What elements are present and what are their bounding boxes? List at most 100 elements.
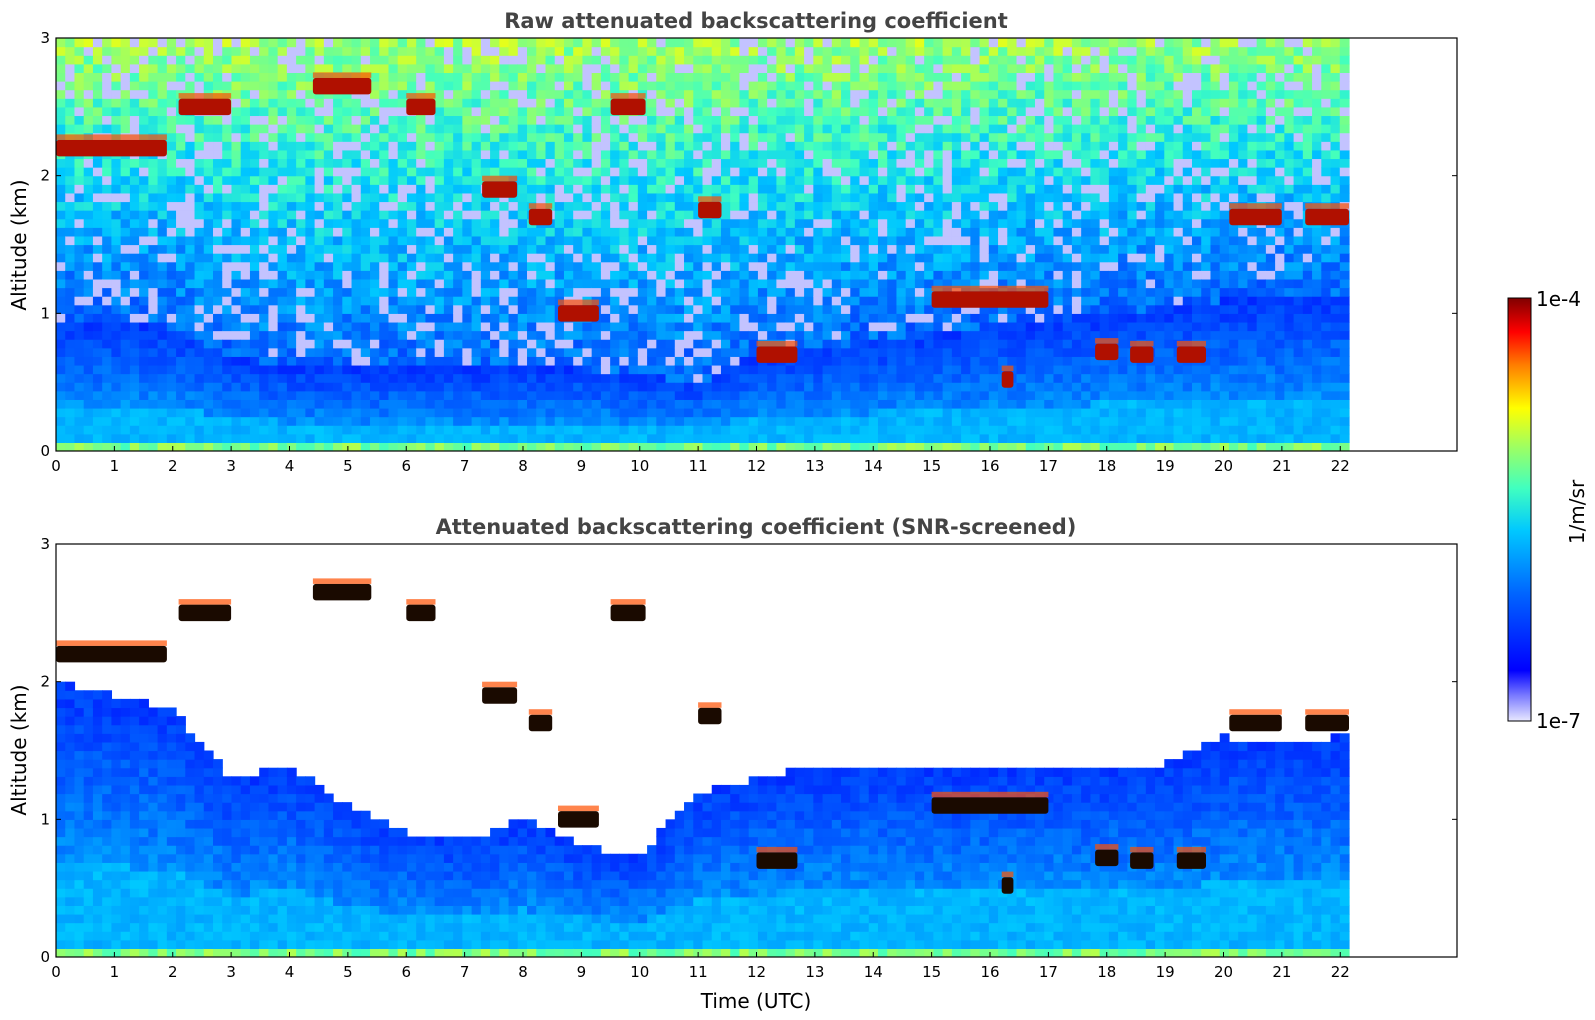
heatmap-cell — [841, 347, 851, 357]
heatmap-cell — [323, 253, 334, 263]
heatmap-cell — [148, 106, 159, 117]
heatmap-cell — [841, 433, 851, 443]
heatmap-cell — [305, 390, 316, 400]
heatmap-cell — [563, 218, 574, 228]
heatmap-cell — [314, 330, 325, 340]
heatmap-cell — [942, 425, 953, 435]
heatmap-cell — [739, 253, 750, 263]
heatmap-cell — [591, 270, 602, 280]
heatmap-cell — [203, 132, 214, 142]
heatmap-cell — [406, 72, 417, 82]
heatmap-cell — [776, 124, 787, 134]
heatmap-cell — [905, 287, 916, 297]
heatmap-cell — [600, 115, 611, 125]
heatmap-cell — [868, 270, 879, 280]
heatmap-cell — [794, 124, 805, 134]
heatmap-cell — [748, 425, 759, 435]
heatmap-cell — [720, 167, 731, 177]
heatmap-cell — [804, 149, 814, 160]
heatmap-cell — [83, 89, 94, 99]
heatmap-cell — [360, 339, 371, 349]
heatmap-cell — [813, 132, 824, 142]
heatmap-cell — [185, 132, 196, 142]
heatmap-cell — [693, 244, 704, 254]
heatmap-cell — [767, 175, 777, 185]
heatmap-cell — [490, 253, 500, 263]
heatmap-cell — [194, 330, 205, 340]
heatmap-cell — [573, 373, 584, 383]
heatmap-cell — [794, 184, 805, 194]
heatmap-cell — [286, 218, 297, 228]
heatmap-cell — [970, 158, 981, 168]
heatmap-cell — [1007, 218, 1018, 228]
heatmap-cell — [333, 304, 343, 314]
heatmap-cell — [702, 373, 713, 383]
heatmap-cell — [176, 244, 186, 254]
heatmap-cell — [157, 373, 168, 383]
heatmap-cell — [859, 63, 870, 74]
heatmap-cell — [527, 321, 537, 332]
heatmap-cell — [545, 244, 556, 254]
heatmap-cell — [748, 296, 759, 306]
heatmap-cell — [527, 38, 537, 48]
heatmap-cell — [702, 149, 713, 160]
heatmap-cell — [942, 356, 953, 366]
heatmap-cell — [942, 373, 953, 383]
heatmap-cell — [342, 218, 353, 228]
heatmap-cell — [490, 106, 500, 117]
heatmap-cell — [656, 55, 667, 65]
heatmap-cell — [471, 296, 482, 306]
heatmap-cell — [693, 235, 704, 246]
heatmap-cell — [490, 382, 500, 392]
heatmap-cell — [397, 373, 408, 383]
heatmap-cell — [877, 81, 888, 91]
heatmap-cell — [92, 321, 103, 332]
heatmap-cell — [166, 167, 177, 177]
heatmap-cell — [619, 296, 630, 306]
heatmap-cell — [111, 244, 122, 254]
heatmap-cell — [757, 321, 768, 332]
heatmap-cell — [1007, 253, 1018, 263]
heatmap-cell — [397, 149, 408, 160]
heatmap-cell — [841, 81, 851, 91]
heatmap-cell — [471, 270, 482, 280]
heatmap-cell — [582, 287, 593, 297]
heatmap-cell — [406, 235, 417, 246]
heatmap-cell — [406, 364, 417, 375]
heatmap-cell — [563, 106, 574, 117]
heatmap-cell — [351, 373, 362, 383]
heatmap-cell — [148, 210, 159, 220]
heatmap-cell — [684, 261, 694, 271]
heatmap-cell — [240, 141, 251, 151]
heatmap-cell — [850, 235, 861, 246]
heatmap-cell — [527, 382, 537, 392]
heatmap-cell — [757, 287, 768, 297]
heatmap-cell — [56, 347, 66, 357]
heatmap-cell — [693, 433, 704, 443]
heatmap-cell — [416, 304, 427, 314]
heatmap-cell — [434, 373, 445, 383]
heatmap-cell — [92, 407, 103, 418]
heatmap-cell — [83, 98, 94, 108]
heatmap-cell — [628, 339, 639, 349]
heatmap-cell — [499, 124, 510, 134]
heatmap-cell — [674, 364, 685, 375]
heatmap-cell — [314, 442, 325, 451]
heatmap-cell — [794, 158, 805, 168]
heatmap-cell — [379, 235, 390, 246]
heatmap-cell — [998, 132, 1008, 142]
heatmap-cell — [388, 347, 399, 357]
heatmap-cell — [296, 175, 306, 185]
heatmap-cell — [120, 201, 131, 211]
heatmap-cell — [841, 373, 851, 383]
heatmap-cell — [628, 425, 639, 435]
heatmap-cell — [296, 72, 306, 82]
heatmap-cell — [268, 218, 279, 228]
heatmap-cell — [573, 149, 584, 160]
heatmap-cell — [868, 287, 879, 297]
heatmap-cell — [314, 373, 325, 383]
heatmap-cell — [323, 261, 334, 271]
heatmap-cell — [434, 313, 445, 323]
heatmap-cell — [176, 72, 186, 82]
heatmap-cell — [757, 425, 768, 435]
